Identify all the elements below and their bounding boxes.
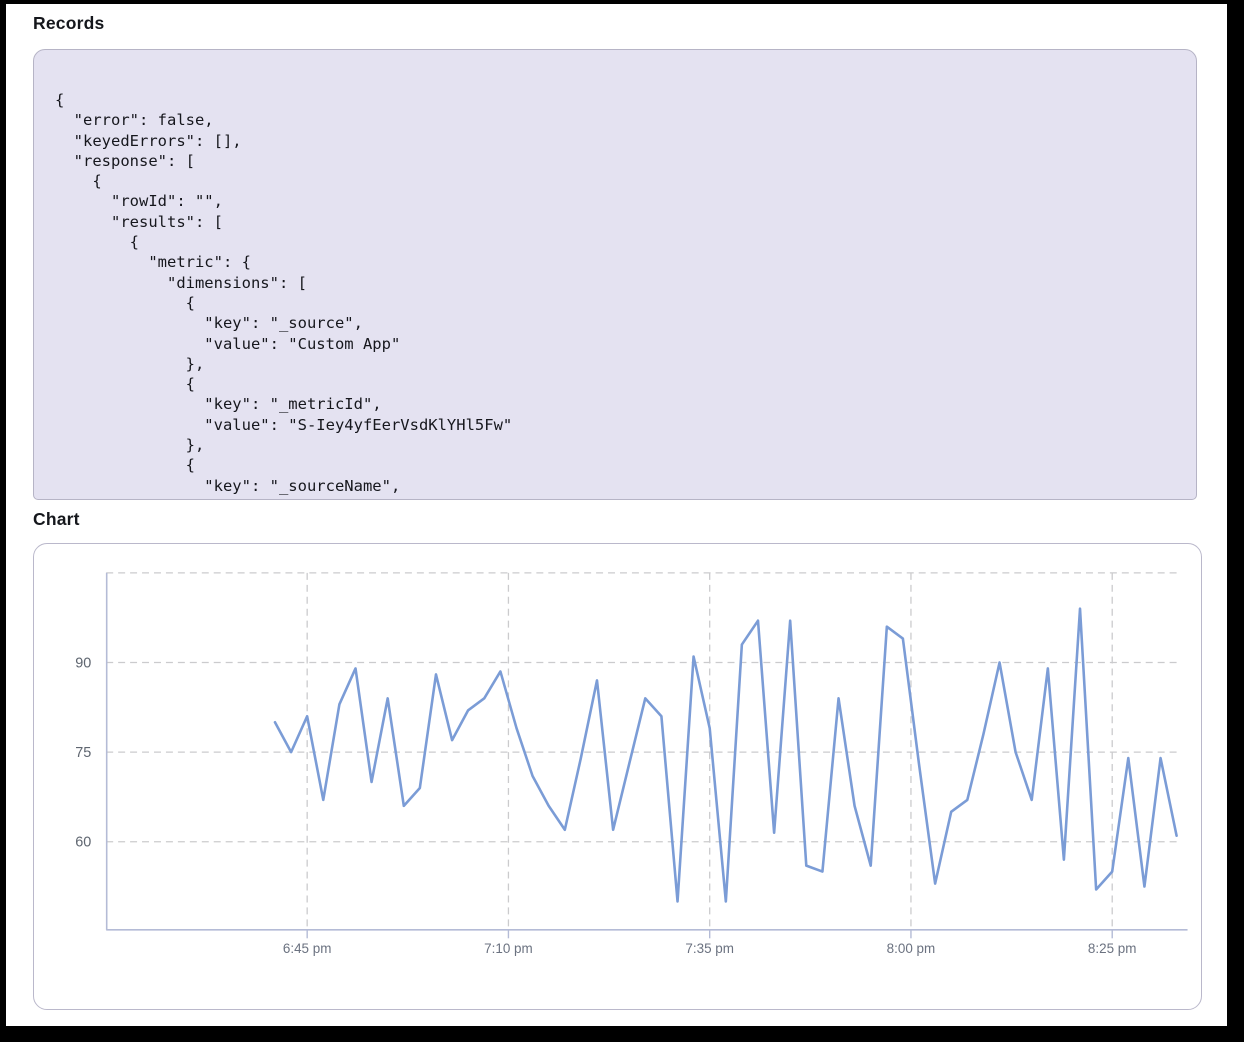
line-chart[interactable]: 60 75 90 6:45 pm 7:10 pm 7:35 pm 8:00 pm 8:25 p… bbox=[34, 544, 1201, 1009]
y-axis-label: 75 bbox=[75, 745, 91, 761]
x-axis-label: 6:45 pm bbox=[283, 941, 332, 956]
y-axis-label: 60 bbox=[75, 835, 91, 851]
x-axis-label: 7:10 pm bbox=[484, 941, 533, 956]
chart-card: 60 75 90 6:45 pm 7:10 pm 7:35 pm 8:00 pm 8:25 p… bbox=[33, 543, 1202, 1010]
metric-line-series bbox=[273, 607, 1178, 903]
page: Records { "error": false, "keyedErrors":… bbox=[6, 4, 1227, 1026]
x-axis-label: 8:25 pm bbox=[1088, 941, 1137, 956]
records-code-block[interactable]: { "error": false, "keyedErrors": [], "re… bbox=[33, 49, 1197, 500]
x-axis-label: 7:35 pm bbox=[685, 941, 734, 956]
x-axis-label: 8:00 pm bbox=[887, 941, 936, 956]
records-section-title: Records bbox=[33, 13, 105, 33]
records-json: { "error": false, "keyedErrors": [], "re… bbox=[55, 91, 513, 495]
chart-section-title: Chart bbox=[33, 509, 80, 529]
y-axis-label: 90 bbox=[75, 655, 91, 671]
